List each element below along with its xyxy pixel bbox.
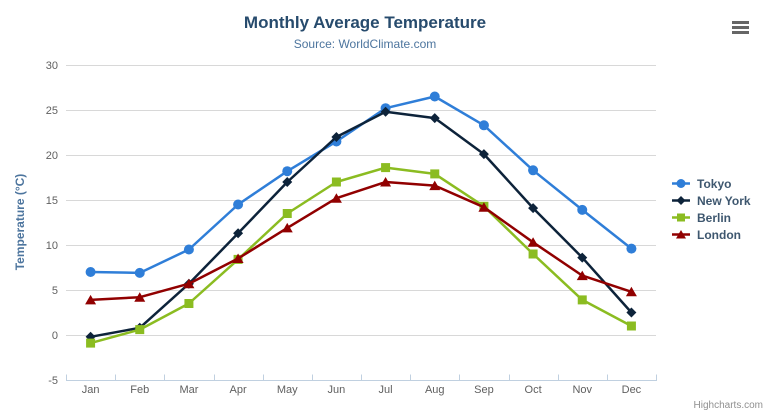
x-axis-label: Dec	[622, 384, 642, 396]
y-axis-label: 25	[46, 105, 58, 117]
data-point-berlin-oct[interactable]	[528, 249, 538, 259]
data-point-tokyo-nov[interactable]	[577, 204, 588, 215]
hamburger-icon	[732, 20, 750, 34]
data-point-berlin-jul[interactable]	[381, 163, 391, 173]
data-point-tokyo-sep[interactable]	[478, 120, 489, 131]
y-axis-label: 15	[46, 195, 58, 207]
data-point-new-york-apr[interactable]	[233, 228, 244, 239]
data-point-new-york-dec[interactable]	[626, 307, 637, 318]
y-axis-label: 10	[46, 240, 58, 252]
data-point-tokyo-apr[interactable]	[233, 199, 244, 210]
y-axis-label: -5	[48, 375, 58, 387]
data-point-london-mar[interactable]	[183, 278, 195, 289]
data-point-new-york-nov[interactable]	[577, 252, 588, 263]
data-point-berlin-mar[interactable]	[184, 299, 194, 308]
legend-item-berlin[interactable]: Berlin	[672, 209, 751, 226]
series-new-york[interactable]	[85, 106, 637, 342]
data-point-london-nov[interactable]	[576, 270, 588, 281]
data-point-london-jun[interactable]	[330, 193, 342, 203]
data-point-london-may[interactable]	[281, 222, 293, 233]
data-point-new-york-jun[interactable]	[331, 132, 342, 142]
x-axis-label: May	[277, 384, 298, 396]
legend-item-london[interactable]: London	[672, 226, 751, 243]
diamond-legend-marker-icon	[672, 196, 690, 205]
data-point-new-york-may[interactable]	[282, 177, 293, 187]
data-point-london-sep[interactable]	[478, 202, 490, 212]
legend-item-tokyo[interactable]: Tokyo	[672, 175, 751, 192]
legend-item-label: London	[697, 227, 741, 242]
legend-item-new-york[interactable]: New York	[672, 192, 751, 209]
legend-marker-symbol	[676, 230, 686, 239]
data-point-london-jan[interactable]	[85, 294, 97, 305]
chart-title: Monthly Average Temperature	[243, 13, 487, 32]
data-point-london-feb[interactable]	[134, 292, 146, 302]
legend-marker-symbol	[676, 179, 686, 188]
x-axis-label: Nov	[572, 384, 592, 396]
legend-item-label: Berlin	[697, 210, 732, 225]
series-line-new-york	[89, 110, 633, 339]
y-axis-label: 5	[52, 285, 58, 297]
series-tokyo[interactable]	[85, 91, 637, 278]
legend: Tokyo New York Berlin London	[672, 175, 751, 243]
legend-item-label: New York	[697, 193, 751, 208]
y-axis-label: 20	[46, 150, 58, 162]
chart-subtitle: Source: WorldClimate.com	[293, 37, 437, 51]
x-axis-label: Aug	[425, 384, 445, 396]
data-point-london-aug[interactable]	[429, 180, 441, 191]
data-point-berlin-dec[interactable]	[626, 321, 636, 331]
square-legend-marker-icon	[672, 213, 690, 222]
data-point-tokyo-aug[interactable]	[429, 91, 440, 102]
data-point-new-york-sep[interactable]	[478, 149, 489, 160]
data-point-london-apr[interactable]	[232, 253, 244, 264]
x-axis-label: Mar	[179, 384, 198, 396]
y-axis-label: 0	[52, 330, 58, 342]
x-axis-label: Sep	[474, 384, 494, 396]
context-menu-button[interactable]	[729, 18, 753, 38]
data-point-tokyo-may[interactable]	[282, 166, 293, 177]
legend-item-label: Tokyo	[697, 176, 732, 191]
triangle-legend-marker-icon	[672, 230, 690, 239]
data-point-berlin-nov[interactable]	[577, 295, 587, 305]
data-point-berlin-feb[interactable]	[135, 325, 145, 335]
data-point-london-jul[interactable]	[380, 177, 392, 187]
x-axis-label: Jul	[379, 384, 393, 396]
y-axis-title: Temperature (°C)	[13, 174, 27, 271]
data-point-new-york-aug[interactable]	[429, 113, 440, 124]
data-point-tokyo-dec[interactable]	[626, 243, 637, 254]
x-axis-label: Apr	[230, 384, 247, 396]
data-point-berlin-jun[interactable]	[331, 177, 341, 187]
series-line-tokyo	[89, 95, 633, 275]
data-point-new-york-jul[interactable]	[380, 106, 391, 117]
data-point-tokyo-feb[interactable]	[134, 267, 145, 278]
series-line-berlin	[89, 166, 633, 345]
legend-marker-symbol	[676, 196, 686, 205]
data-point-tokyo-oct[interactable]	[528, 165, 539, 176]
series-line-london	[89, 180, 633, 302]
credits-link[interactable]: Highcharts.com	[693, 400, 763, 411]
data-point-london-oct[interactable]	[527, 237, 539, 247]
x-axis-label: Jan	[82, 384, 100, 396]
data-point-london-dec[interactable]	[625, 286, 637, 297]
data-point-berlin-may[interactable]	[282, 209, 292, 218]
y-axis-label: 30	[46, 60, 58, 72]
x-axis-label: Oct	[525, 384, 542, 396]
legend-marker-symbol	[677, 213, 685, 222]
data-point-berlin-aug[interactable]	[430, 169, 440, 179]
series-london[interactable]	[85, 177, 637, 305]
data-point-tokyo-mar[interactable]	[183, 244, 194, 255]
circle-legend-marker-icon	[672, 179, 690, 188]
data-point-tokyo-jan[interactable]	[85, 267, 96, 277]
data-point-new-york-oct[interactable]	[528, 203, 539, 214]
data-point-berlin-jan[interactable]	[86, 338, 96, 348]
x-axis-label: Feb	[130, 384, 149, 396]
x-axis-label: Jun	[328, 384, 346, 396]
